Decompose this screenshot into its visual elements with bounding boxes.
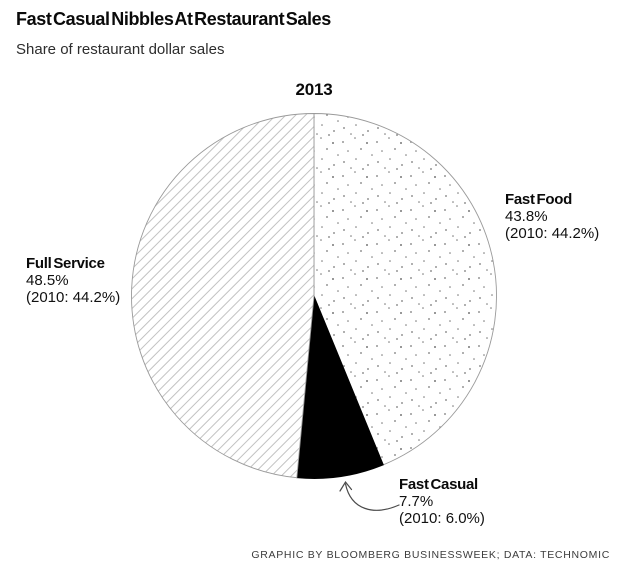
slice-value: 43.8% (505, 208, 548, 225)
pie-slice-fast-food (313, 113, 497, 466)
pie-slice-full-service (131, 113, 315, 479)
slice-prior-value: (2010: 6.0%) (399, 510, 485, 527)
label-block-fast-food: Fast Food 43.8% (2010: 44.2%) (505, 191, 599, 242)
chart-subtitle: Share of restaurant dollar sales (16, 41, 225, 58)
slice-name: Fast Food (505, 191, 572, 208)
label-block-fast-casual: Fast Casual 7.7% (2010: 6.0%) (399, 476, 485, 527)
fast-casual-arrow (339, 480, 400, 511)
slice-name: Fast Casual (399, 476, 478, 493)
slice-prior-value: (2010: 44.2%) (26, 289, 121, 306)
year-label: 2013 (295, 80, 333, 99)
pie-group (131, 113, 497, 479)
chart-title: Fast Casual Nibbles At Restaurant Sales (16, 9, 331, 29)
slice-value: 48.5% (26, 272, 69, 289)
credit-line: GRAPHIC BY BLOOMBERG BUSINESSWEEK; DATA:… (251, 549, 610, 561)
label-block-full-service: Full Service 48.5% (2010: 44.2%) (26, 255, 120, 306)
slice-value: 7.7% (399, 493, 434, 510)
slice-prior-value: (2010: 44.2%) (505, 225, 600, 242)
slice-name: Full Service (26, 255, 105, 272)
